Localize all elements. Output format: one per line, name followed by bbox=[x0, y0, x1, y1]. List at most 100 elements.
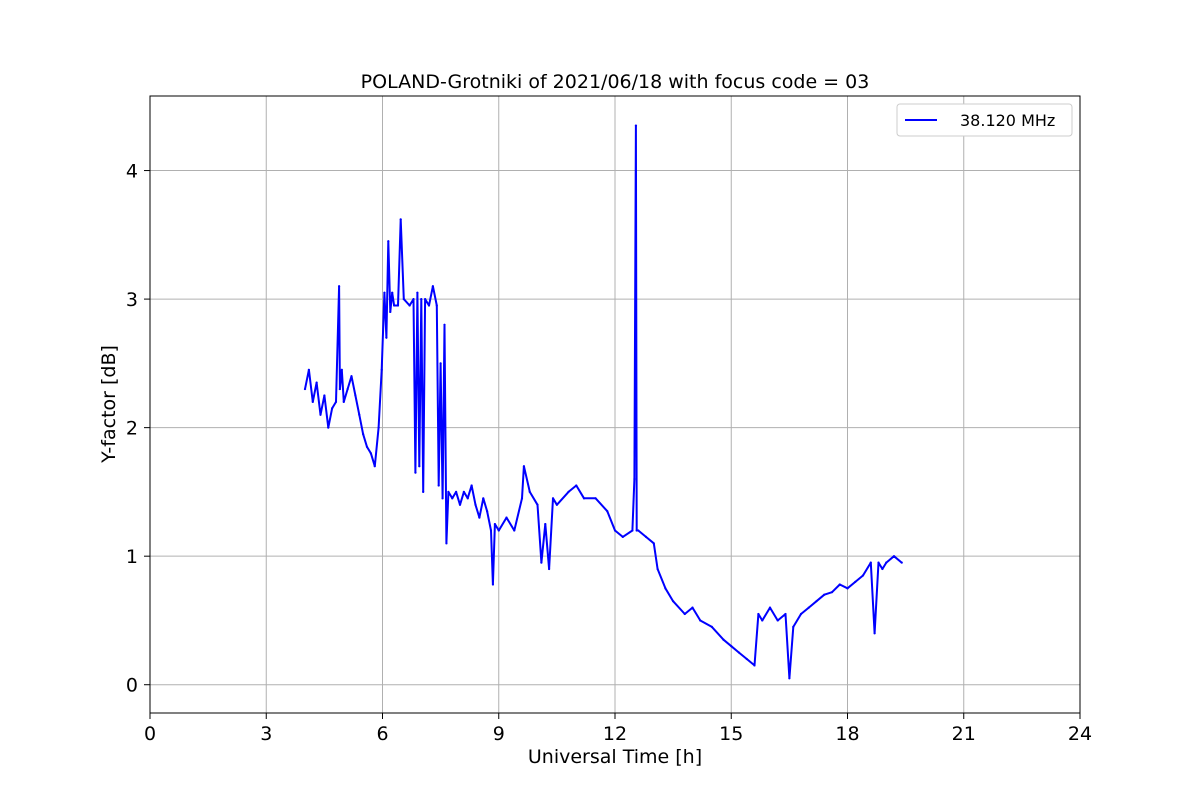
data-point bbox=[555, 503, 558, 506]
data-point bbox=[892, 555, 896, 558]
data-point bbox=[885, 561, 888, 564]
data-point bbox=[497, 529, 500, 532]
data-point bbox=[637, 529, 640, 532]
data-point bbox=[338, 387, 341, 391]
data-point bbox=[383, 291, 386, 294]
data-point bbox=[594, 497, 597, 500]
data-point bbox=[441, 497, 444, 500]
data-point bbox=[753, 664, 756, 667]
data-point bbox=[323, 394, 326, 397]
data-point bbox=[823, 593, 826, 596]
data-point bbox=[311, 400, 314, 404]
y-tick-label: 1 bbox=[126, 546, 138, 568]
x-tick-label: 18 bbox=[835, 723, 859, 745]
x-tick-label: 15 bbox=[719, 723, 743, 745]
data-point bbox=[424, 297, 427, 301]
data-point bbox=[861, 574, 865, 577]
data-point bbox=[544, 522, 547, 526]
data-point bbox=[416, 291, 419, 294]
data-point bbox=[451, 497, 454, 500]
data-point bbox=[387, 240, 390, 243]
data-point bbox=[486, 510, 489, 513]
chart-title: POLAND-Grotniki of 2021/06/18 with focus… bbox=[361, 71, 870, 93]
data-point bbox=[315, 381, 318, 384]
data-point bbox=[634, 124, 638, 127]
data-point bbox=[491, 583, 495, 586]
data-point bbox=[369, 452, 372, 455]
data-point bbox=[414, 471, 417, 474]
data-point bbox=[792, 625, 795, 628]
data-point bbox=[455, 490, 458, 494]
data-point bbox=[613, 529, 617, 532]
data-point bbox=[399, 218, 402, 221]
x-tick-label: 6 bbox=[376, 723, 388, 745]
data-point bbox=[635, 529, 638, 532]
data-point bbox=[505, 516, 508, 519]
data-point bbox=[427, 304, 431, 307]
data-point bbox=[776, 619, 779, 622]
data-point bbox=[412, 297, 415, 301]
data-point bbox=[877, 561, 880, 564]
data-point bbox=[656, 567, 659, 571]
data-point bbox=[551, 497, 555, 500]
data-point bbox=[854, 580, 857, 583]
legend-label: 38.120 MHz bbox=[960, 111, 1055, 130]
data-point bbox=[881, 567, 884, 571]
data-point bbox=[606, 510, 609, 513]
series-layer bbox=[303, 124, 903, 680]
y-axis-label: Y-factor [dB] bbox=[98, 345, 120, 464]
data-point bbox=[443, 323, 446, 326]
data-point bbox=[722, 638, 725, 641]
x-tick-label: 24 bbox=[1068, 723, 1092, 745]
data-point bbox=[319, 413, 322, 416]
data-point bbox=[900, 561, 903, 564]
data-point bbox=[691, 606, 694, 609]
data-point bbox=[393, 304, 396, 307]
data-point bbox=[699, 619, 702, 622]
data-point bbox=[418, 465, 421, 468]
data-point bbox=[737, 651, 741, 654]
data-point bbox=[327, 426, 330, 429]
data-point bbox=[644, 535, 648, 538]
data-point bbox=[365, 445, 369, 449]
data-point bbox=[540, 561, 543, 564]
data-point bbox=[520, 497, 524, 500]
data-point bbox=[435, 304, 438, 307]
data-point bbox=[346, 387, 349, 391]
data-point bbox=[362, 432, 365, 436]
data-point bbox=[474, 503, 477, 506]
data-point bbox=[621, 535, 624, 538]
data-point bbox=[396, 304, 400, 307]
data-point bbox=[478, 516, 481, 519]
data-point bbox=[652, 542, 655, 545]
data-point bbox=[513, 529, 516, 532]
data-point bbox=[582, 497, 586, 500]
data-point bbox=[672, 600, 675, 603]
x-axis-ticks: 0 3 6 9 12 15 18 21 24 bbox=[144, 713, 1092, 745]
data-point bbox=[846, 587, 849, 590]
data-point bbox=[350, 375, 353, 378]
data-point bbox=[422, 490, 425, 494]
data-point bbox=[493, 522, 496, 526]
y-tick-label: 2 bbox=[126, 418, 138, 440]
data-point bbox=[799, 612, 803, 616]
data-point bbox=[402, 297, 405, 301]
data-point bbox=[331, 407, 334, 410]
data-point bbox=[389, 310, 392, 314]
x-tick-label: 9 bbox=[493, 723, 505, 745]
data-point bbox=[815, 600, 818, 603]
data-point bbox=[838, 583, 841, 586]
data-point bbox=[380, 368, 383, 371]
data-point bbox=[420, 297, 423, 301]
data-point bbox=[683, 612, 686, 616]
data-point bbox=[548, 567, 551, 571]
data-point bbox=[489, 529, 493, 532]
data-point bbox=[482, 497, 485, 500]
data-point bbox=[466, 497, 469, 500]
data-point bbox=[462, 490, 465, 494]
data-point bbox=[784, 612, 787, 616]
data-point bbox=[354, 394, 357, 397]
data-point bbox=[536, 503, 539, 506]
y-tick-label: 3 bbox=[126, 289, 138, 311]
